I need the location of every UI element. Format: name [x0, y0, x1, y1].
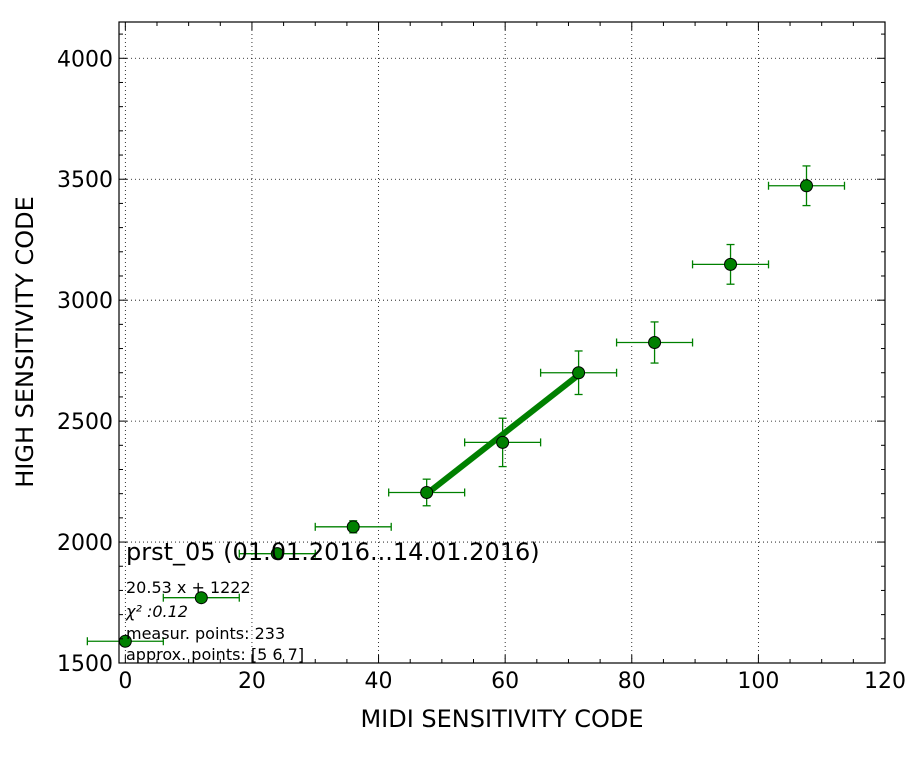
data-point: [648, 336, 662, 349]
data-point: [572, 366, 586, 380]
data-point: [496, 435, 510, 449]
data-point: [346, 520, 360, 534]
y-tick-label: 1500: [57, 652, 113, 677]
chi-squared: χ² :0.12: [125, 602, 188, 621]
data-point: [420, 485, 434, 499]
grid: [119, 22, 886, 663]
annotations-group: prst_05 (01.01.2016...14.01.2016) 20.53 …: [125, 538, 540, 664]
y-tick-label: 2000: [57, 531, 113, 556]
y-tick-label: 2500: [57, 410, 113, 435]
data-point-group: [314, 520, 392, 534]
data-point-group: [691, 243, 770, 285]
data-point: [800, 179, 814, 193]
data-point-group: [162, 591, 240, 605]
data-points-group: [86, 165, 846, 648]
y-tick-label: 3500: [57, 168, 113, 193]
x-tick-label: 0: [118, 669, 132, 694]
chart-inline-title: prst_05 (01.01.2016...14.01.2016): [126, 538, 540, 566]
data-point-group: [767, 165, 846, 207]
y-tick-label: 4000: [57, 47, 113, 72]
y-tick-label: 3000: [57, 289, 113, 314]
approximation-points: approx. points: [5 6 7]: [126, 645, 304, 664]
ticks-group: 0 20 40 60 80 100 120 1500 2000 2500 3000 3500 4000: [57, 22, 906, 694]
x-axis-label: MIDI SENSITIVITY CODE: [360, 705, 643, 733]
data-point-group: [238, 547, 316, 561]
data-point-group: [388, 478, 466, 507]
x-tick-label: 120: [864, 669, 906, 694]
data-point-group: [539, 350, 618, 396]
data-point: [724, 257, 738, 271]
data-point-group: [86, 634, 164, 648]
data-point-group: [615, 321, 694, 364]
data-point: [270, 547, 284, 561]
y-axis-label: HIGH SENSITIVITY CODE: [11, 196, 39, 488]
x-tick-label: 40: [365, 669, 393, 694]
x-tick-label: 60: [491, 669, 519, 694]
data-point-group: [463, 417, 542, 468]
data-point: [194, 591, 208, 605]
fit-equation: 20.53 x + 1222: [126, 578, 251, 597]
x-tick-label: 100: [737, 669, 779, 694]
measurement-points: measur. points: 233: [126, 624, 285, 643]
plot-frame: [118, 21, 886, 664]
x-tick-label: 80: [618, 669, 646, 694]
x-tick-label: 20: [238, 669, 266, 694]
